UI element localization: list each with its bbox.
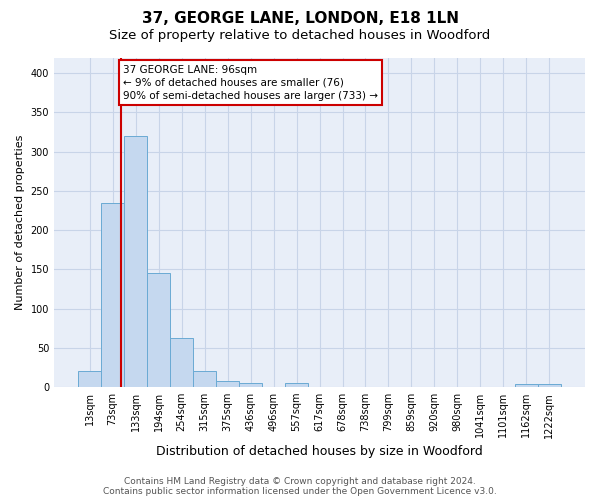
- Bar: [239, 383, 262, 387]
- Bar: [101, 202, 124, 387]
- Bar: [170, 338, 193, 387]
- Bar: [193, 372, 216, 387]
- Bar: [515, 384, 538, 387]
- Text: 37, GEORGE LANE, LONDON, E18 1LN: 37, GEORGE LANE, LONDON, E18 1LN: [142, 11, 458, 26]
- Bar: [216, 381, 239, 387]
- Text: Size of property relative to detached houses in Woodford: Size of property relative to detached ho…: [109, 28, 491, 42]
- Bar: [78, 372, 101, 387]
- Text: Contains HM Land Registry data © Crown copyright and database right 2024.
Contai: Contains HM Land Registry data © Crown c…: [103, 476, 497, 496]
- Y-axis label: Number of detached properties: Number of detached properties: [15, 134, 25, 310]
- Bar: [285, 383, 308, 387]
- Bar: [124, 136, 147, 387]
- Text: 37 GEORGE LANE: 96sqm
← 9% of detached houses are smaller (76)
90% of semi-detac: 37 GEORGE LANE: 96sqm ← 9% of detached h…: [123, 64, 378, 101]
- Bar: [538, 384, 561, 387]
- X-axis label: Distribution of detached houses by size in Woodford: Distribution of detached houses by size …: [156, 444, 483, 458]
- Bar: [147, 274, 170, 387]
